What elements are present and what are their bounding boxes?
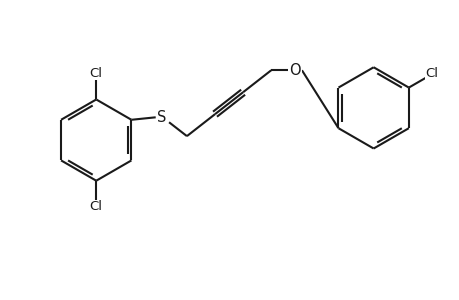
Text: O: O — [289, 63, 300, 78]
Text: Cl: Cl — [425, 67, 437, 80]
Text: Cl: Cl — [90, 200, 102, 214]
Text: S: S — [157, 110, 167, 125]
Text: Cl: Cl — [90, 67, 102, 80]
